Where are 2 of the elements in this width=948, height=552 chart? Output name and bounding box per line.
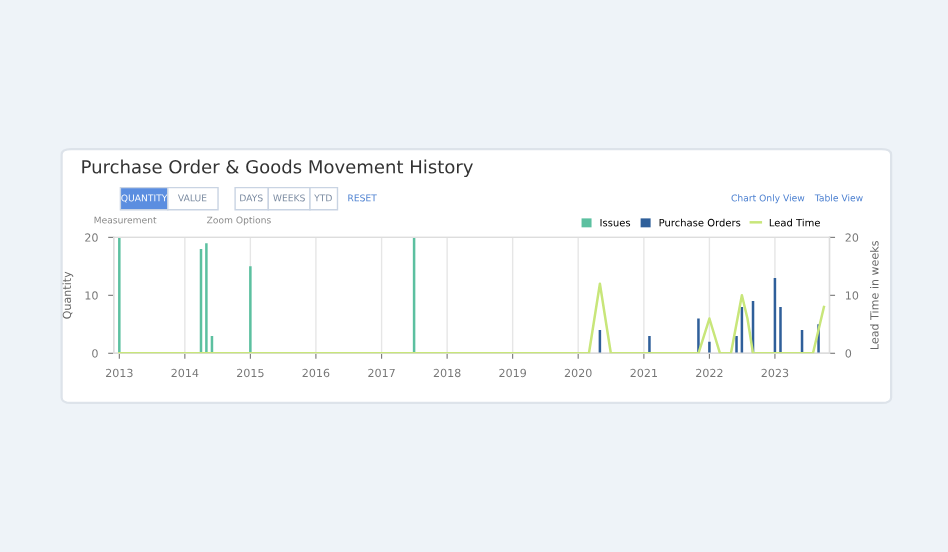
chart-title: Purchase Order & Goods Movement History <box>82 159 473 178</box>
line-series <box>118 282 826 354</box>
